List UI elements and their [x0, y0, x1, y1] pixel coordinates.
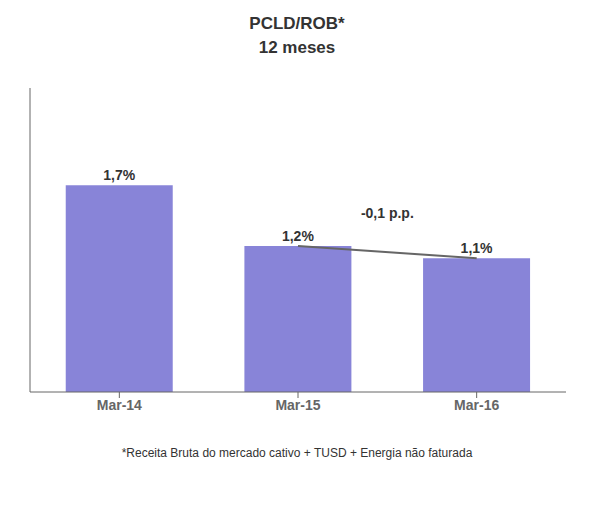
svg-text:Mar-15: Mar-15 — [275, 397, 320, 413]
html-text:*Receita Bruta do mercado cati: *Receita Bruta do mercado cativo + TUSD … — [121, 446, 473, 460]
html-text:12 meses: 12 meses — [258, 38, 336, 57]
svg-text:Mar-16: Mar-16 — [454, 397, 499, 413]
html-text:PCLD/ROB*: PCLD/ROB* — [249, 14, 345, 33]
svg-text:-0,1 p.p.: -0,1 p.p. — [361, 205, 414, 221]
svg-text:Mar-14: Mar-14 — [97, 397, 142, 413]
svg-text:1,1%: 1,1% — [461, 240, 493, 256]
svg-text:1,2%: 1,2% — [282, 228, 314, 244]
svg-text:1,7%: 1,7% — [103, 167, 135, 183]
